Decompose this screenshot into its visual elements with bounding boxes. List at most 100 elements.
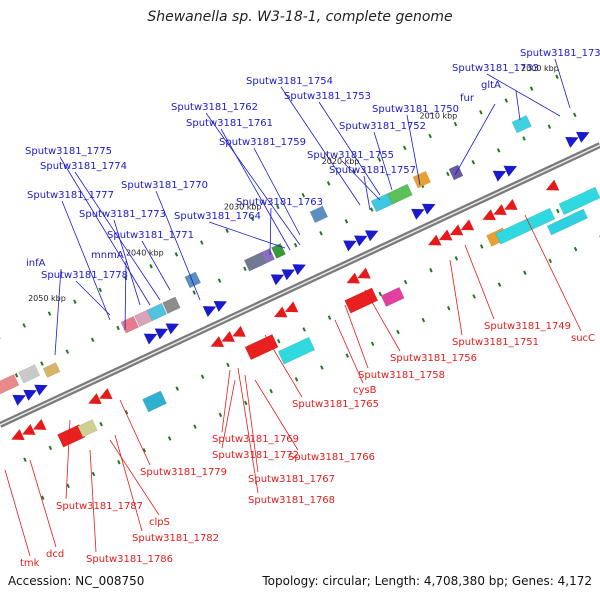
reverse-gene-arrow-shape	[357, 267, 371, 279]
backbone	[0, 142, 600, 428]
tick-mark	[244, 400, 248, 406]
tick-mark	[40, 361, 44, 366]
gene-block-rect	[344, 287, 379, 314]
tick-mark	[41, 495, 45, 500]
forward-gene-arrow-shape	[354, 235, 368, 247]
forward-gene-arrow	[492, 170, 507, 182]
kbp-label: 2010 kbp	[420, 111, 458, 120]
tick-mark	[327, 315, 332, 320]
tick-mark	[116, 325, 120, 331]
reverse-gene-label: cysB	[353, 385, 377, 396]
forward-gene-arrow-shape	[343, 240, 357, 252]
forward-label-leader	[373, 131, 393, 191]
reverse-gene-label: Sputw3181_1756	[390, 353, 477, 364]
forward-gene-label: mnmA	[91, 250, 124, 261]
gene-features	[0, 114, 600, 448]
tick-mark	[396, 329, 400, 335]
forward-gene-arrow-shape	[165, 323, 180, 335]
reverse-gene-label: Sputw3181_1779	[140, 467, 227, 478]
reverse-label-leader	[65, 419, 71, 500]
tick-mark	[454, 256, 459, 261]
tick-mark	[319, 231, 323, 236]
reverse-gene-arrow	[449, 224, 464, 236]
tick-mark	[142, 448, 147, 453]
reverse-label-leader	[334, 319, 364, 384]
tick-mark	[446, 306, 451, 311]
forward-gene-label: Sputw3181_1778	[41, 270, 128, 281]
tick-mark	[226, 362, 230, 368]
gene-labels: Sputw3181_1732Sputw3181_1733gltAfurSputw…	[20, 48, 600, 569]
forward-gene-arrow-shape	[565, 136, 579, 148]
forward-gene-arrow	[270, 274, 285, 286]
forward-gene-label: Sputw3181_1752	[339, 121, 426, 132]
tick-mark	[429, 267, 433, 273]
reverse-gene-arrow-shape	[11, 429, 25, 440]
forward-gene-label: fur	[460, 93, 475, 104]
tick-mark	[98, 287, 103, 293]
reverse-gene-label: Sputw3181_1766	[288, 452, 375, 463]
gene-block-rect	[380, 286, 405, 307]
reverse-gene-arrow	[88, 393, 102, 405]
similarity-block	[260, 248, 276, 264]
reverse-gene-arrow	[22, 424, 36, 435]
tick-mark	[124, 410, 129, 415]
reverse-gene-label: Sputw3181_1786	[86, 554, 173, 565]
kbp-label: 2000 kbp	[521, 64, 559, 73]
tick-mark	[345, 353, 350, 358]
forward-label-leader	[74, 171, 161, 301]
forward-label-leader	[454, 103, 496, 176]
tick-mark	[193, 424, 197, 429]
forward-label-leader	[341, 160, 381, 201]
forward-gene-arrow	[12, 394, 26, 406]
forward-label-leader	[318, 101, 381, 196]
topology-summary: Topology: circular; Length: 4,708,380 bp…	[262, 574, 592, 588]
tick-mark	[403, 145, 407, 151]
reverse-label-leader	[254, 379, 299, 451]
tick-mark	[276, 204, 280, 210]
reverse-gene-label: Sputw3181_1758	[358, 370, 445, 381]
reverse-gene-arrow	[482, 209, 496, 221]
forward-gene-arrow	[281, 269, 295, 281]
tick-mark	[192, 290, 196, 295]
tick-mark	[149, 264, 153, 269]
tick-mark	[326, 181, 331, 186]
forward-label-leader	[515, 90, 521, 121]
reverse-gene-arrow-shape	[504, 199, 518, 210]
tick-mark	[471, 159, 476, 165]
reverse-label-leader	[114, 434, 143, 532]
reverse-gene-arrow-shape	[482, 209, 496, 221]
forward-gene-arrow	[34, 384, 48, 396]
forward-gene-label: Sputw3181_1763	[236, 197, 323, 208]
similarity-block	[146, 302, 168, 322]
reverse-label-leader	[109, 439, 160, 516]
gene-block-rect	[495, 207, 556, 245]
tick-mark	[496, 148, 501, 153]
tick-mark	[14, 373, 19, 378]
forward-gene-label: Sputw3181_1754	[246, 76, 333, 87]
similarity-block	[42, 362, 61, 378]
forward-gene-arrow	[343, 240, 357, 252]
forward-gene-arrow	[165, 323, 180, 335]
gene-block-rect	[42, 362, 61, 378]
reverse-label-leader	[524, 214, 582, 332]
similarity-block	[277, 336, 316, 365]
similarity-block	[309, 205, 329, 224]
gene-block-rect	[77, 419, 98, 438]
tick-mark	[504, 98, 509, 103]
reverse-label-leader	[119, 399, 151, 466]
tick-mark	[344, 219, 349, 224]
tick-mark	[174, 252, 179, 257]
similarity-block	[244, 334, 279, 361]
reverse-gene-arrow-shape	[428, 234, 442, 246]
kbp-label: 2040 kbp	[126, 248, 164, 257]
forward-gene-label: Sputw3181_1733	[452, 63, 539, 74]
backbone-highlight	[0, 144, 600, 426]
forward-label-leader	[59, 156, 151, 306]
reverse-gene-arrow	[504, 199, 518, 210]
reverse-gene-arrow	[99, 388, 113, 399]
tick-mark	[302, 327, 306, 332]
reverse-label-leader	[244, 374, 259, 473]
tick-mark	[250, 216, 255, 222]
